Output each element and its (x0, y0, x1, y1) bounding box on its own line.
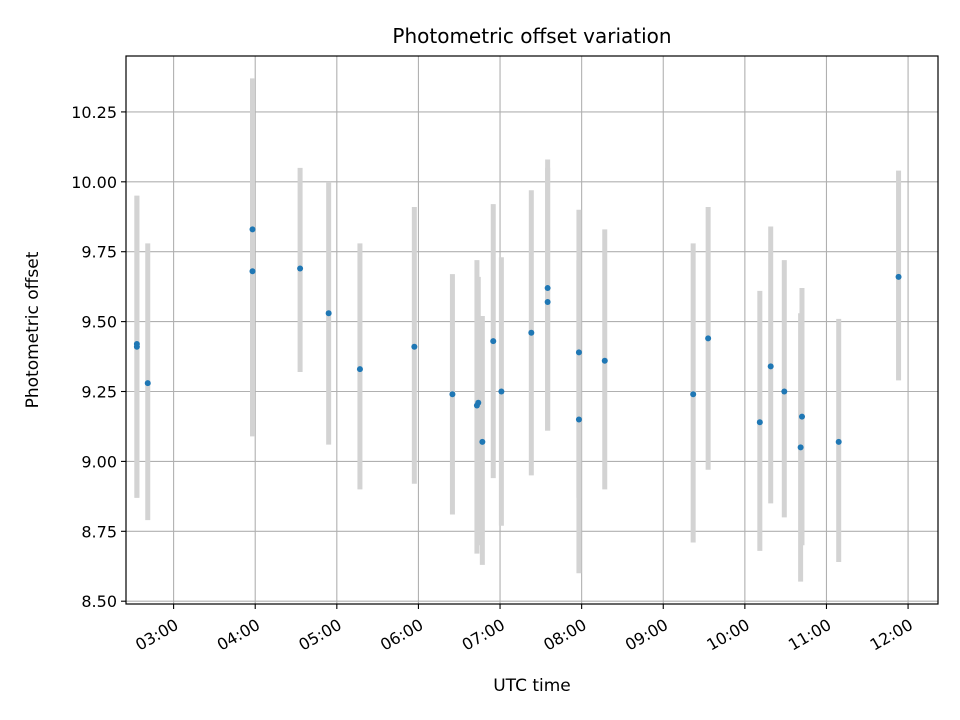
y-tick-label: 9.50 (81, 313, 117, 332)
data-point (249, 268, 256, 275)
data-point (781, 388, 788, 395)
data-points (133, 226, 902, 451)
data-point (575, 349, 582, 356)
data-point (498, 388, 505, 395)
data-point (690, 391, 697, 398)
data-point (297, 265, 304, 272)
data-point (356, 366, 363, 373)
x-tick-label: 03:00 (132, 615, 181, 655)
data-point (325, 310, 332, 317)
data-point (767, 363, 774, 370)
data-point (797, 444, 804, 451)
data-point (835, 438, 842, 445)
data-point (144, 380, 151, 387)
data-point (475, 399, 482, 406)
x-tick-label: 08:00 (540, 615, 589, 655)
data-point (756, 419, 763, 426)
error-bars (134, 78, 902, 582)
x-tick-label: 09:00 (622, 615, 671, 655)
data-point (544, 285, 551, 292)
y-tick-label: 9.25 (81, 383, 117, 402)
y-axis-title: Photometric offset (23, 251, 43, 408)
y-tick-label: 8.50 (81, 592, 117, 611)
x-tick-label: 04:00 (214, 615, 263, 655)
x-tick-label: 10:00 (703, 615, 752, 655)
data-point (490, 338, 497, 345)
y-tick-label: 9.75 (81, 243, 117, 262)
data-point (528, 329, 535, 336)
data-point (544, 299, 551, 306)
data-point (479, 438, 486, 445)
y-tick-label: 9.00 (81, 452, 117, 471)
y-tick-label: 8.75 (81, 522, 117, 541)
chart-title: Photometric offset variation (392, 24, 671, 48)
data-point (601, 357, 608, 364)
x-tick-label: 12:00 (867, 615, 916, 655)
data-point (575, 416, 582, 423)
data-point (449, 391, 456, 398)
x-tick-label: 06:00 (377, 615, 426, 655)
x-tick-label: 11:00 (785, 615, 834, 655)
y-tick-label: 10.25 (71, 103, 117, 122)
data-point (249, 226, 256, 233)
x-axis-title: UTC time (493, 676, 571, 696)
y-tick-label: 10.00 (71, 173, 117, 192)
x-tick-label: 05:00 (295, 615, 344, 655)
data-point (411, 343, 418, 350)
x-tick-label: 07:00 (459, 615, 508, 655)
plot-frame (125, 55, 939, 605)
data-point (133, 343, 140, 350)
data-point (895, 273, 902, 280)
data-point (705, 335, 712, 342)
data-point (798, 413, 805, 420)
